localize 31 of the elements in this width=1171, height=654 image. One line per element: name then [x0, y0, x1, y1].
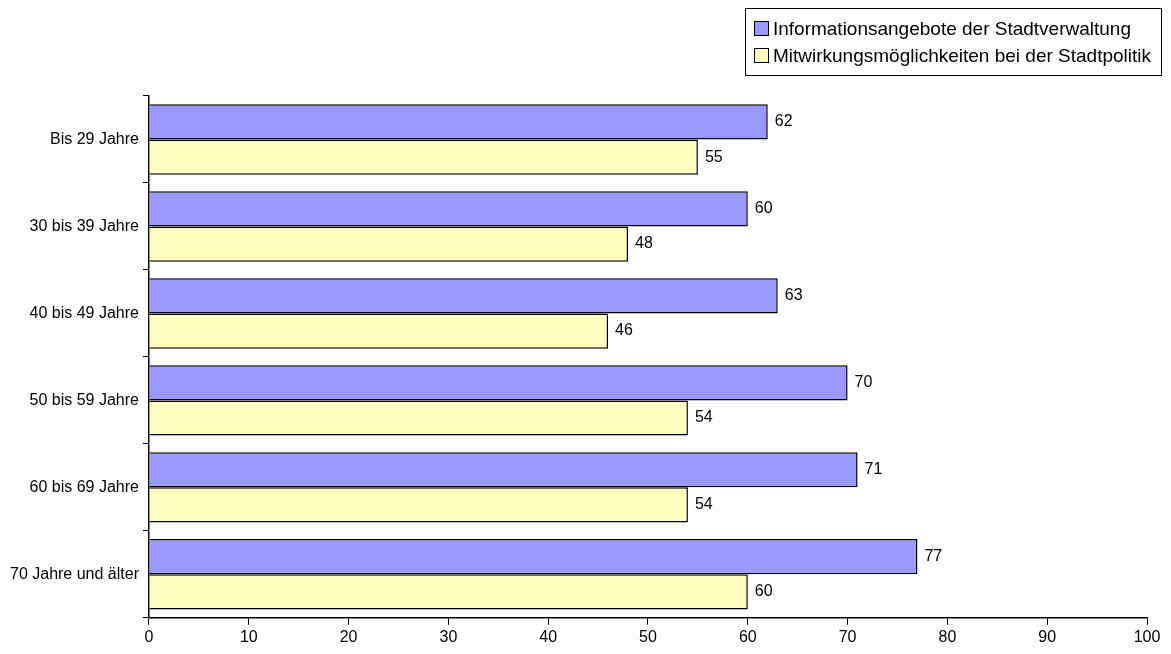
x-tick-label: 70	[838, 627, 857, 645]
x-tick-label: 0	[144, 627, 154, 645]
data-label: 46	[615, 321, 633, 339]
data-label: 71	[864, 460, 883, 478]
data-label: 62	[774, 112, 793, 130]
data-label: 63	[784, 286, 803, 304]
y-tick-label: 30 bis 39 Jahre	[29, 216, 140, 234]
data-label: 54	[694, 408, 713, 426]
x-tick-label: 100	[1133, 627, 1161, 645]
x-tick-label: 80	[938, 627, 957, 645]
x-tick-label: 90	[1038, 627, 1057, 645]
x-tick-label: 50	[639, 627, 657, 645]
data-label: 54	[694, 495, 713, 513]
x-tick-label: 30	[439, 627, 458, 645]
data-label: 60	[754, 582, 773, 600]
y-tick-label: 60 bis 69 Jahre	[29, 477, 140, 495]
y-tick-label: 70 Jahre und älter	[9, 564, 140, 582]
x-tick-label: 40	[539, 627, 558, 645]
data-label: 55	[704, 147, 723, 165]
data-label: 60	[754, 199, 773, 217]
legend-label: Informationsangebote der Stadtverwaltung	[772, 17, 1131, 40]
y-tick-label: 50 bis 59 Jahre	[29, 390, 140, 408]
y-tick-label: 40 bis 49 Jahre	[29, 303, 140, 321]
x-tick-label: 20	[339, 627, 358, 645]
x-tick-label: 10	[239, 627, 258, 645]
data-label: 77	[924, 547, 943, 565]
legend-label: Mitwirkungsmöglichkeiten bei der Stadtpolitik	[772, 44, 1151, 67]
y-tick-label: Bis 29 Jahre	[50, 129, 140, 147]
x-tick-label: 60	[738, 627, 757, 645]
data-label: 48	[635, 234, 653, 252]
data-label: 70	[854, 373, 873, 391]
